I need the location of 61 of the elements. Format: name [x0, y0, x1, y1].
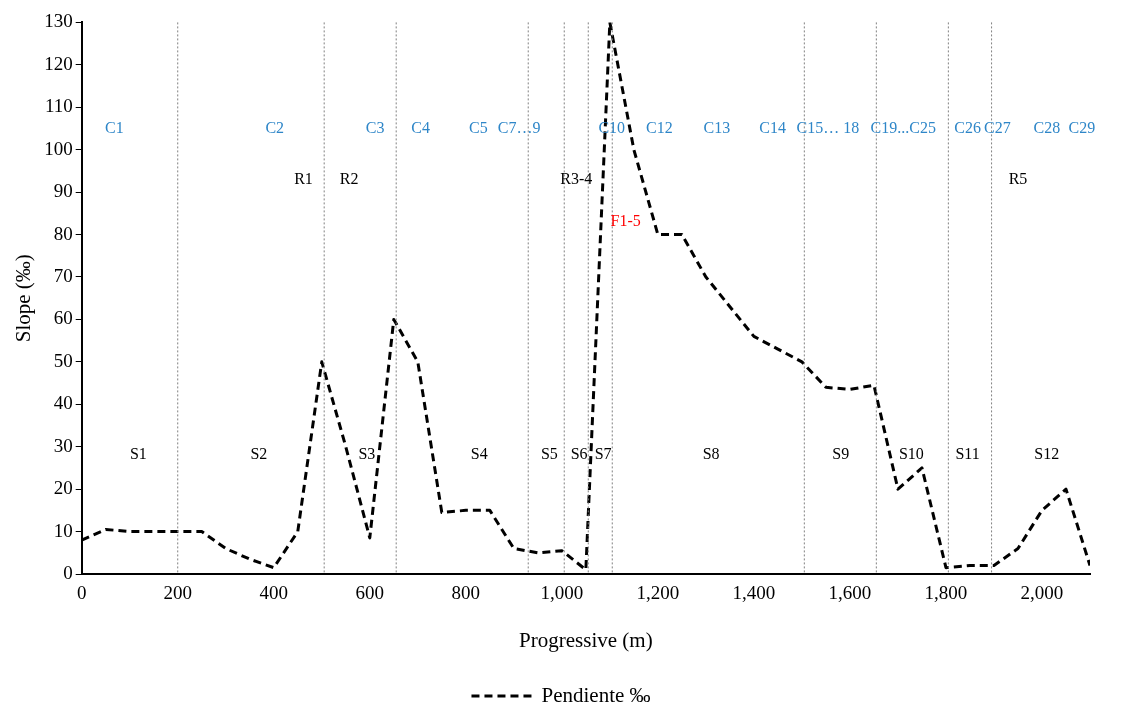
annotation: F1-5: [610, 212, 641, 230]
annotation: S4: [470, 445, 488, 463]
annotation: S6: [570, 445, 588, 463]
x-tick-label: 800: [451, 582, 481, 604]
annotation: C2: [265, 118, 285, 136]
annotation: C3: [365, 118, 385, 136]
annotation: C10: [598, 118, 626, 136]
annotation: C4: [411, 118, 431, 136]
x-tick-label: 1,600: [828, 582, 872, 604]
x-tick-label: 1,800: [924, 582, 968, 604]
y-axis-title: Slope (‰): [11, 254, 36, 343]
annotation: S11: [955, 445, 980, 463]
annotation: S9: [832, 445, 850, 463]
x-tick-label: 1,400: [732, 582, 776, 604]
annotation: S12: [1034, 445, 1060, 463]
annotation: S1: [129, 445, 147, 463]
y-tick-label: 120: [44, 52, 73, 74]
annotation: S2: [250, 445, 268, 463]
annotation: S7: [594, 445, 612, 463]
annotation: C28: [1033, 118, 1061, 136]
y-tick-label: 10: [53, 519, 73, 541]
x-axis-title: Progressive (m): [519, 627, 653, 652]
annotation: C13: [703, 118, 731, 136]
y-tick-label: 40: [53, 392, 73, 414]
annotation: C5: [468, 118, 488, 136]
y-tick-label: 20: [53, 477, 73, 499]
y-tick-label: 130: [44, 10, 73, 32]
x-tick-label: 2,000: [1020, 582, 1064, 604]
y-tick-label: 30: [53, 434, 73, 456]
y-tick-label: 50: [53, 349, 73, 371]
annotation: S8: [702, 445, 720, 463]
x-tick-label: 1,000: [540, 582, 584, 604]
annotation: C29: [1068, 118, 1096, 136]
x-tick-label: 0: [76, 582, 87, 604]
x-tick-label: 400: [259, 582, 289, 604]
x-tick-label: 1,200: [636, 582, 680, 604]
y-tick-label: 60: [53, 307, 73, 329]
y-tick-label: 80: [53, 222, 73, 244]
x-tick-label: 600: [355, 582, 385, 604]
annotation: R5: [1008, 169, 1028, 187]
annotation: C27: [984, 118, 1011, 136]
annotation: S5: [540, 445, 558, 463]
annotation: R1: [294, 169, 313, 187]
y-tick-label: 100: [44, 137, 73, 159]
annotation: R3-4: [560, 169, 593, 187]
annotation: C12: [645, 118, 673, 136]
annotation: C15… 18: [796, 118, 860, 136]
annotation: S3: [358, 445, 376, 463]
annotation: S10: [898, 445, 924, 463]
annotation: C14: [759, 118, 786, 136]
annotation: C1: [105, 118, 124, 136]
annotation: C19...C25: [870, 118, 936, 136]
y-tick-label: 90: [53, 180, 73, 202]
annotation: C26: [954, 118, 981, 136]
y-tick-label: 0: [63, 561, 73, 583]
y-tick-label: 70: [53, 264, 73, 286]
legend-label: Pendiente ‰: [541, 682, 651, 707]
annotation: R2: [339, 169, 359, 187]
annotation: C7…9: [497, 118, 541, 136]
y-tick-label: 110: [44, 95, 73, 117]
x-tick-label: 200: [163, 582, 192, 604]
